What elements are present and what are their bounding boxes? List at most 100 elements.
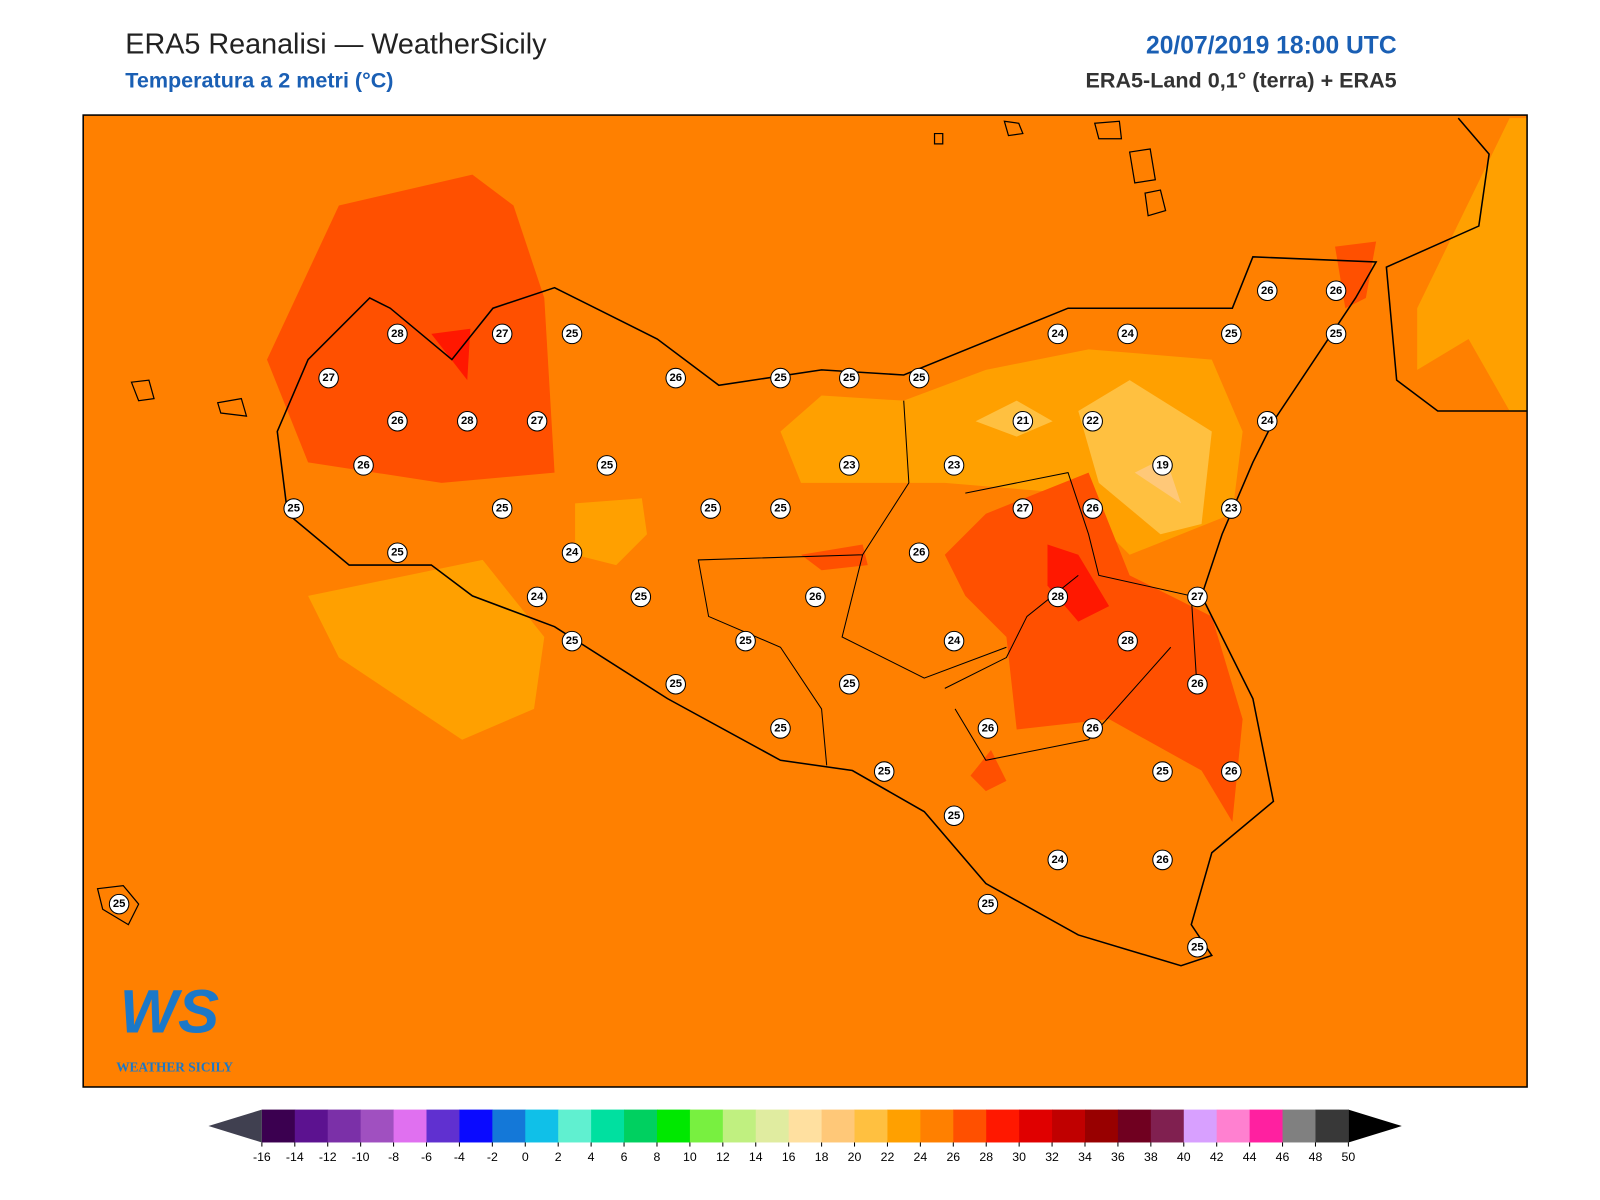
station-marker: [770, 498, 791, 519]
station-marker: [1047, 586, 1069, 608]
station-marker: [526, 410, 548, 432]
colorbar-tick-label: 6: [621, 1150, 628, 1164]
station-marker: [1187, 936, 1208, 958]
station-value: 24: [531, 591, 544, 603]
station-marker: [526, 586, 548, 608]
colorbar-tick-label: 28: [979, 1150, 993, 1164]
station-marker: [318, 367, 339, 389]
station-value: 27: [496, 328, 509, 340]
colorbar-tick-label: -2: [487, 1150, 498, 1164]
colorbar-swatch: [426, 1109, 460, 1143]
station-marker: [908, 367, 930, 389]
station-marker: [283, 498, 304, 519]
contour: [801, 544, 868, 571]
station-marker: [491, 498, 513, 519]
station-marker: [1152, 849, 1173, 871]
colorbar-tick-label: -16: [253, 1150, 271, 1164]
colorbar-tick-label: -14: [286, 1150, 304, 1164]
station-value: 25: [287, 503, 300, 515]
station-value: 24: [1261, 415, 1274, 427]
contour: [575, 498, 647, 566]
colorbar-swatch: [525, 1109, 559, 1143]
colorbar-tick-label: 20: [848, 1150, 862, 1164]
station-marker: [1117, 630, 1138, 652]
stations: 26 26 28 27 25 24 24 25 25 27 26 25 25 25 26 28 27 21 22 24…: [108, 280, 1347, 958]
station-value: 25: [1225, 328, 1238, 340]
contour: [944, 472, 1243, 822]
station-value: 25: [843, 372, 856, 384]
island: [96, 120, 1167, 926]
title: ERA5 Reanalisi — WeatherSicily: [125, 28, 547, 60]
colorbar-tick-label: 22: [881, 1150, 895, 1164]
station-value: 25: [739, 635, 752, 647]
colorbar-tick-label: 16: [782, 1150, 796, 1164]
colorbar-swatch: [327, 1109, 362, 1143]
station-value: 27: [1191, 591, 1204, 603]
station-marker: [839, 367, 860, 389]
colorbar-tick-label: 10: [683, 1150, 697, 1164]
station-value: 26: [669, 372, 682, 384]
colorbar-tick-label: -8: [388, 1150, 399, 1164]
source: ERA5-Land 0,1° (terra) + ERA5: [1086, 67, 1397, 92]
station-marker: [1082, 410, 1103, 432]
station-value: 26: [809, 591, 822, 603]
colorbar-swatch: [1117, 1109, 1152, 1143]
colorbar-swatch: [591, 1109, 625, 1143]
colorbar-swatch: [624, 1109, 658, 1143]
colorbar-swatch: [393, 1109, 428, 1143]
station-marker: [805, 586, 826, 608]
logo-mark: WS: [120, 978, 219, 1047]
station-value: 24: [1051, 328, 1064, 340]
colorbar-swatch: [1282, 1109, 1316, 1143]
station-value: 25: [774, 722, 787, 734]
station-value: 25: [635, 591, 648, 603]
station-value: 27: [322, 372, 335, 384]
colorbar-tick-label: 44: [1243, 1150, 1257, 1164]
contour: [267, 174, 555, 483]
station-marker: [770, 718, 791, 739]
station-marker: [353, 455, 374, 476]
station-value: 26: [913, 547, 926, 559]
colorbar-swatch: [953, 1109, 987, 1143]
colorbar-tick-label: 2: [555, 1150, 562, 1164]
station-value: 25: [496, 503, 509, 515]
station-marker: [561, 542, 583, 564]
colorbar-tick-label: -6: [421, 1150, 432, 1164]
colorbar-swatch: [261, 1109, 296, 1143]
colorbar-swatch: [722, 1109, 757, 1143]
station-value: 26: [1156, 854, 1169, 866]
station-value: 28: [461, 415, 474, 427]
station-value: 25: [982, 898, 995, 910]
station-value: 22: [1086, 415, 1099, 427]
coastline: [276, 256, 1378, 967]
station-marker: [735, 630, 756, 652]
colorbar-swatch: [689, 1109, 724, 1143]
colorbar-tick-label: 34: [1078, 1150, 1092, 1164]
colorbar-swatch: [459, 1109, 493, 1143]
field: [83, 115, 1528, 1087]
station-value: 25: [774, 503, 787, 515]
colorbar-tick-label: -10: [352, 1150, 370, 1164]
station-marker: [456, 410, 478, 432]
colorbar-swatch: [755, 1109, 790, 1143]
colorbar-swatch: [360, 1109, 395, 1143]
station-marker: [596, 455, 618, 476]
colorbar-tick-label: 14: [749, 1150, 763, 1164]
station-value: 25: [669, 678, 682, 690]
station-marker: [665, 367, 687, 389]
colorbar-swatch: [986, 1109, 1020, 1143]
station-marker: [1221, 761, 1242, 782]
colorbar-tick-label: 42: [1210, 1150, 1224, 1164]
station-marker: [1187, 586, 1208, 608]
station-marker: [665, 673, 687, 695]
station-marker: [1047, 849, 1069, 871]
colorbar-swatch: [294, 1109, 329, 1143]
colorbar-tick-label: 40: [1177, 1150, 1191, 1164]
station-marker: [1082, 498, 1103, 519]
colorbar-tick-label: -12: [319, 1150, 337, 1164]
colorbar-over: [1348, 1109, 1402, 1143]
colorbar-swatch: [854, 1109, 888, 1143]
colorbar-swatch: [1084, 1109, 1119, 1143]
station-value: 25: [878, 766, 891, 778]
